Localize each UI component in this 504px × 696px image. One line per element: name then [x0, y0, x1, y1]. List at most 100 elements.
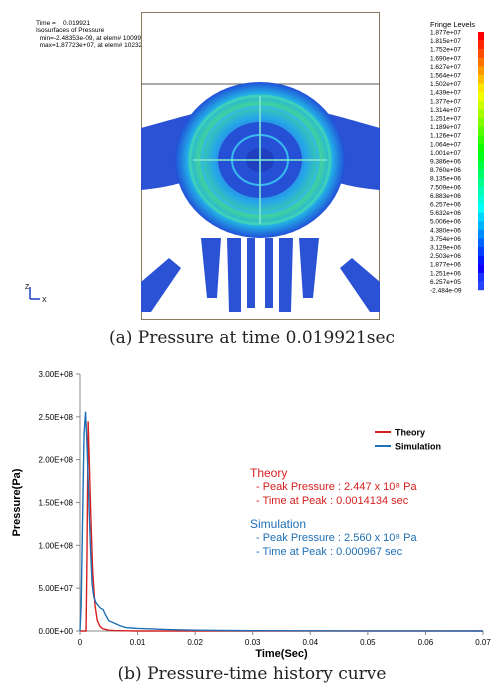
- fringe-label: 1.815e+07: [430, 38, 461, 45]
- peak-annotation: Theory - Peak Pressure : 2.447 x 10⁸ Pa …: [250, 466, 490, 559]
- fringe-label: 8.760e+06: [430, 167, 461, 174]
- pressure-history-panel: 0.00E+00 5.00E+07 1.00E+08 1.50E+08 2.00E+08…: [0, 360, 504, 696]
- fringe-swatch: [478, 238, 484, 248]
- fringe-label: 2.503e+06: [430, 253, 461, 260]
- fringe-swatch: [478, 281, 484, 291]
- series-line-theory: [80, 421, 483, 632]
- fringe-swatch: [478, 126, 484, 136]
- column-shape: [247, 238, 255, 308]
- pressure-time-chart: 0.00E+00 5.00E+07 1.00E+08 1.50E+08 2.00E+08…: [11, 370, 491, 660]
- info-line: max=1.87723e+07, at elem# 1023298: [36, 41, 150, 49]
- pressure-contour-plot: [141, 12, 380, 320]
- theory-peak-text: - Peak Pressure : 2.447 x 10⁸ Pa: [256, 481, 417, 493]
- fringe-swatch: [478, 57, 484, 67]
- fringe-label: 1.126e+07: [430, 133, 461, 140]
- fringe-label: 4.380e+06: [430, 227, 461, 234]
- info-line: min=-2.48353e-09, at elem# 1009911: [36, 34, 148, 42]
- legend-label: Theory: [395, 428, 425, 438]
- fringe-swatch: [478, 178, 484, 187]
- fringe-label: 6.257e+05: [430, 279, 461, 286]
- fringe-label: 1.189e+07: [430, 124, 461, 131]
- simulation-time-text: - Time at Peak : 0.000967 sec: [256, 546, 403, 558]
- x-tick-label: 0.07: [475, 638, 491, 647]
- x-axis-title: Time(Sec): [255, 648, 308, 660]
- fringe-label: 1.064e+07: [430, 141, 461, 148]
- fringe-swatch: [478, 221, 484, 230]
- z-axis-label: Z: [25, 284, 30, 291]
- legend-label: Simulation: [395, 442, 441, 452]
- x-tick-label: 0.01: [130, 638, 146, 647]
- fringe-label: 1.314e+07: [430, 107, 461, 114]
- simulation-heading: Simulation: [250, 517, 307, 531]
- fringe-swatch: [478, 204, 484, 213]
- column-shape: [201, 238, 221, 298]
- fringe-label: 1.001e+07: [430, 150, 461, 157]
- fringe-swatch: [478, 195, 484, 205]
- fringe-swatch: [478, 49, 484, 58]
- fringe-label: -2.484e-09: [430, 288, 462, 295]
- fringe-label: 7.509e+06: [430, 184, 461, 191]
- fringe-label: 1.877e+06: [430, 262, 461, 269]
- y-tick-label: 5.00E+07: [39, 584, 74, 593]
- simulation-info: Time = 0.019921 Isosurfaces of Pressure …: [36, 20, 149, 49]
- column-shape: [279, 238, 293, 312]
- caption-b: (b) Pressure-time history curve: [117, 664, 387, 684]
- fringe-label: 9.386e+06: [430, 159, 461, 166]
- x-tick-label: 0.04: [302, 638, 318, 647]
- simulation-peak-text: - Peak Pressure : 2.560 x 10⁸ Pa: [256, 532, 417, 544]
- fringe-swatch: [478, 272, 484, 282]
- x-tick-label: 0.02: [187, 638, 203, 647]
- caption-a: (a) Pressure at time 0.019921sec: [108, 328, 396, 348]
- theory-time-text: - Time at Peak : 0.0014134 sec: [256, 495, 409, 507]
- fringe-label: 1.564e+07: [430, 73, 461, 80]
- fringe-label: 8.135e+06: [430, 176, 461, 183]
- fringe-swatch: [478, 66, 484, 76]
- info-line: Isosurfaces of Pressure: [36, 27, 105, 35]
- fringe-label: 1.752e+07: [430, 47, 461, 54]
- fringe-swatch: [478, 40, 484, 50]
- column-shape: [299, 238, 319, 298]
- fringe-swatch: [478, 255, 484, 265]
- fringe-label: 1.377e+07: [430, 98, 461, 105]
- fringe-swatch: [478, 83, 484, 93]
- fringe-label: 3.754e+06: [430, 236, 461, 243]
- fringe-swatch: [478, 152, 484, 162]
- fringe-legend: 1.877e+071.815e+07 1.752e+071.690e+07 1.62…: [430, 30, 484, 295]
- fringe-label: 1.251e+06: [430, 270, 461, 277]
- info-line: Time = 0.019921: [36, 20, 91, 27]
- fringe-label: 6.883e+06: [430, 193, 461, 200]
- fringe-levels-title: Fringe Levels: [430, 20, 476, 29]
- theory-heading: Theory: [250, 466, 288, 480]
- column-shape: [265, 238, 273, 308]
- fringe-label: 5.632e+06: [430, 210, 461, 217]
- y-tick-label: 1.00E+08: [39, 541, 74, 550]
- pressure-contour-panel: Time = 0.019921 Isosurfaces of Pressure …: [25, 12, 484, 348]
- fringe-swatch: [478, 118, 484, 127]
- series-line-simulation: [79, 411, 484, 632]
- column-shape: [227, 238, 241, 312]
- fringe-swatch: [478, 264, 484, 273]
- y-axis-title: Pressure(Pa): [11, 468, 23, 536]
- y-tick-label: 2.00E+08: [39, 456, 74, 465]
- fringe-label: 5.006e+06: [430, 219, 461, 226]
- fringe-swatch: [478, 212, 484, 222]
- y-tick-label: 0.00E+00: [39, 627, 74, 636]
- axis-triad: Z X: [25, 284, 47, 303]
- y-tick-label: 1.50E+08: [39, 499, 74, 508]
- fringe-label: 1.502e+07: [430, 81, 461, 88]
- y-tick-label: 3.00E+08: [39, 370, 74, 379]
- fringe-swatch: [478, 247, 484, 256]
- fringe-swatch: [478, 135, 484, 144]
- fringe-swatch: [478, 161, 484, 170]
- x-tick-label: 0: [78, 638, 83, 647]
- jet-shape: [141, 258, 181, 312]
- fringe-swatch: [478, 100, 484, 110]
- fringe-swatch: [478, 75, 484, 84]
- x-tick-label: 0.06: [418, 638, 434, 647]
- fringe-label: 6.257e+06: [430, 202, 461, 209]
- fringe-swatch: [478, 92, 484, 101]
- y-tick-label: 2.50E+08: [39, 413, 74, 422]
- fringe-swatch: [478, 143, 484, 153]
- fringe-label: 1.439e+07: [430, 90, 461, 97]
- fringe-label: 3.129e+06: [430, 245, 461, 252]
